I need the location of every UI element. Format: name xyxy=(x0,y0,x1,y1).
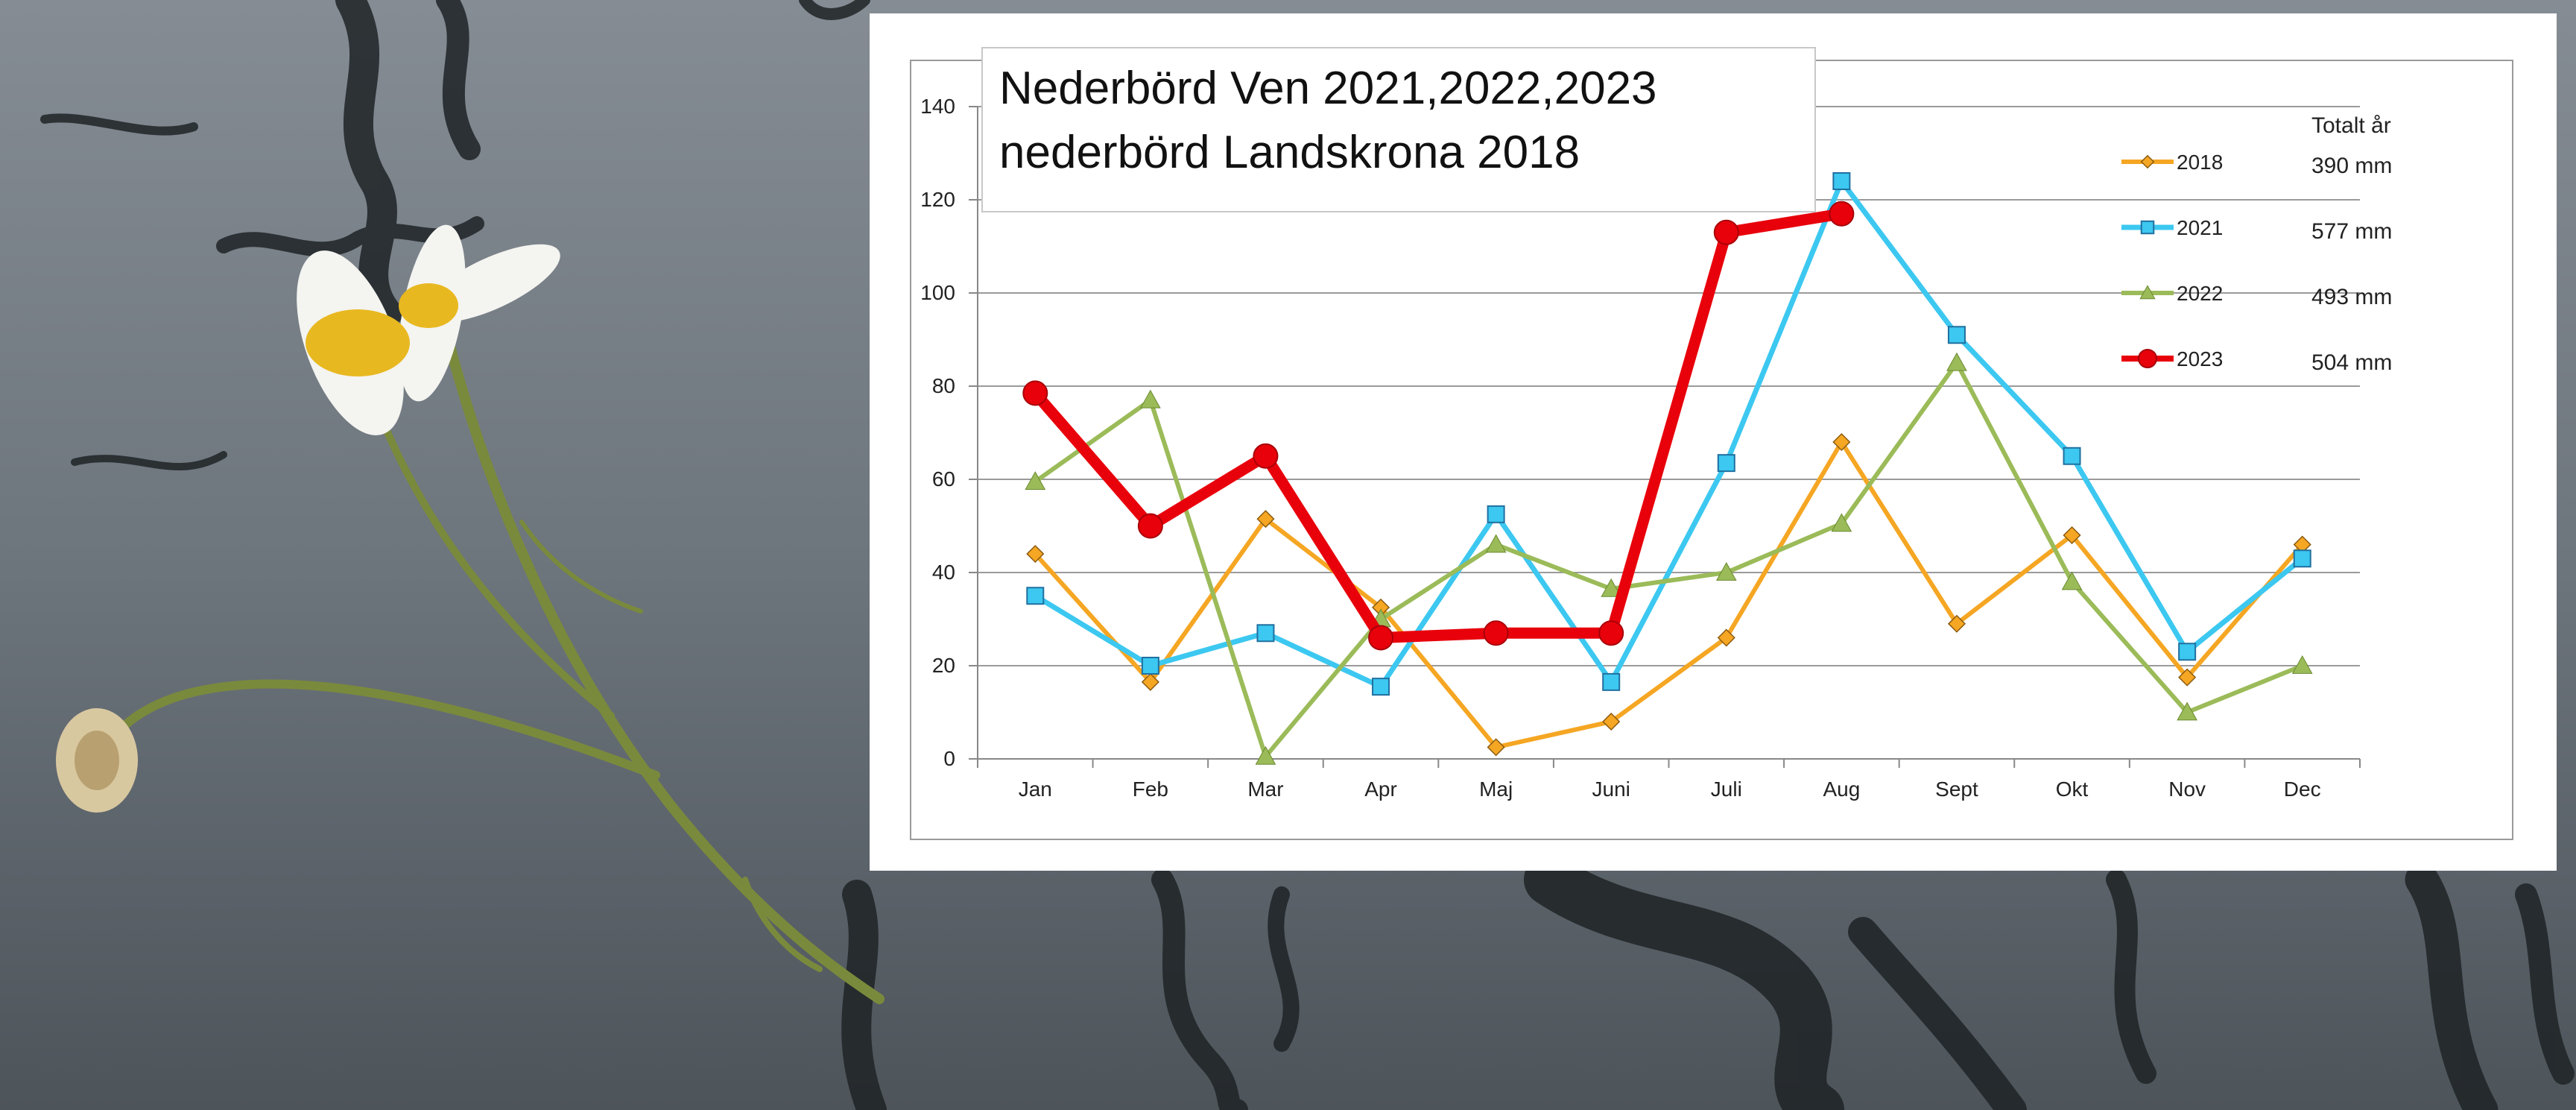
x-tick-label: Juli xyxy=(1711,778,1742,801)
point xyxy=(1137,513,1163,539)
x-tick-label: Okt xyxy=(2056,778,2089,801)
y-tick-label: 60 xyxy=(932,467,955,491)
y-tick-label: 80 xyxy=(932,374,955,397)
y-tick-label: 120 xyxy=(920,188,955,211)
point xyxy=(1947,326,1966,344)
point xyxy=(1487,505,1505,523)
point xyxy=(2293,549,2311,568)
point xyxy=(1253,443,1279,469)
point xyxy=(1947,614,1966,633)
point xyxy=(1141,657,1159,675)
point xyxy=(2063,447,2081,465)
point xyxy=(1140,389,1161,409)
series-2018 xyxy=(1026,432,2311,757)
precipitation-chart: 0 20 40 60 80 100 120 140 Jan Feb Mar Apr Maj Juni Jul… xyxy=(910,60,2513,840)
point xyxy=(1487,738,1505,757)
y-tick-label: 100 xyxy=(920,281,955,304)
series-2023 xyxy=(1022,201,1855,651)
totals-header: Totalt år xyxy=(2311,113,2391,138)
series-line xyxy=(1033,440,2305,750)
series-2021 xyxy=(1026,172,2311,696)
point xyxy=(1372,678,1390,696)
series-line xyxy=(1032,178,2306,690)
x-tick-label: Nov xyxy=(2168,778,2206,801)
point xyxy=(1717,628,1735,647)
legend: Totalt år 2018 390 mm 2021 577 mm 2022 493 mm 2… xyxy=(2121,113,2392,375)
point xyxy=(1256,510,1275,529)
y-tick-label: 140 xyxy=(920,95,955,118)
point xyxy=(1602,672,1621,691)
point xyxy=(2177,701,2197,721)
legend-label: 2018 xyxy=(2177,151,2223,174)
point xyxy=(1255,745,1276,765)
axes: 0 20 40 60 80 100 120 140 Jan Feb Mar Apr Maj Juni Jul… xyxy=(920,95,2361,801)
total-2023: 504 mm xyxy=(2311,350,2392,375)
legend-item-2021: 2021 xyxy=(2121,216,2223,239)
point xyxy=(1831,513,1852,532)
x-tick-label: Sept xyxy=(1935,778,1978,801)
y-tick-label: 0 xyxy=(943,747,955,770)
point xyxy=(1025,471,1046,491)
point xyxy=(1022,380,1048,406)
water-reflections xyxy=(40,0,2575,1110)
legend-item-2022: 2022 xyxy=(2121,282,2223,305)
point xyxy=(1832,172,1851,190)
point xyxy=(1713,219,1739,245)
series-line xyxy=(1029,208,1847,643)
x-tick-label: Juni xyxy=(1592,778,1630,801)
point xyxy=(2140,220,2155,235)
y-tick-label: 20 xyxy=(932,654,955,677)
point xyxy=(1485,534,1507,553)
x-tick-label: Mar xyxy=(1247,778,1283,801)
point xyxy=(2063,526,2081,545)
x-tick-label: Dec xyxy=(2284,778,2321,801)
legend-item-2023: 2023 xyxy=(2121,347,2223,370)
point xyxy=(1256,624,1275,643)
point xyxy=(1483,620,1509,646)
flower-stems xyxy=(115,330,884,1004)
total-2022: 493 mm xyxy=(2311,285,2392,309)
legend-label: 2022 xyxy=(2177,282,2223,305)
point xyxy=(1026,544,1045,564)
point xyxy=(2178,668,2197,687)
point xyxy=(2138,349,2157,368)
series-2022 xyxy=(1025,352,2313,765)
chart-panel: 0 20 40 60 80 100 120 140 Jan Feb Mar Apr Maj Juni Jul… xyxy=(870,13,2557,871)
total-2018: 390 mm xyxy=(2311,154,2392,178)
x-tick-label: Apr xyxy=(1364,778,1397,801)
point xyxy=(1598,620,1624,646)
x-tick-label: Maj xyxy=(1479,778,1513,801)
point xyxy=(1832,432,1851,452)
legend-item-2018: 2018 xyxy=(2121,151,2223,174)
y-tick-label: 40 xyxy=(932,561,955,584)
point xyxy=(1026,587,1045,605)
chart-title: Nederbörd Ven 2021,2022,2023 xyxy=(999,63,1657,114)
point xyxy=(2061,571,2083,590)
point xyxy=(1946,352,1967,371)
point xyxy=(1601,578,1622,597)
x-tick-label: Feb xyxy=(1133,778,1168,801)
flower-head xyxy=(297,224,560,435)
point xyxy=(1368,625,1394,651)
point xyxy=(1141,672,1159,691)
point xyxy=(1602,712,1621,731)
x-tick-label: Aug xyxy=(1823,778,1860,801)
point xyxy=(1829,201,1855,227)
x-tick-label: Jan xyxy=(1019,778,1052,801)
point xyxy=(2140,154,2155,169)
total-2021: 577 mm xyxy=(2311,219,2392,244)
point xyxy=(1717,454,1735,473)
point xyxy=(2178,643,2197,661)
chart-title-box: Nederbörd Ven 2021,2022,2023 nederbörd L… xyxy=(981,47,1816,212)
legend-label: 2021 xyxy=(2177,216,2223,239)
series-line xyxy=(1033,360,2305,759)
point xyxy=(2139,285,2156,300)
bud xyxy=(56,708,138,813)
chart-subtitle: nederbörd Landskrona 2018 xyxy=(999,127,1580,178)
point xyxy=(2291,655,2313,674)
point xyxy=(1715,561,1737,581)
legend-label: 2023 xyxy=(2177,347,2223,370)
data-series xyxy=(1022,172,2313,765)
